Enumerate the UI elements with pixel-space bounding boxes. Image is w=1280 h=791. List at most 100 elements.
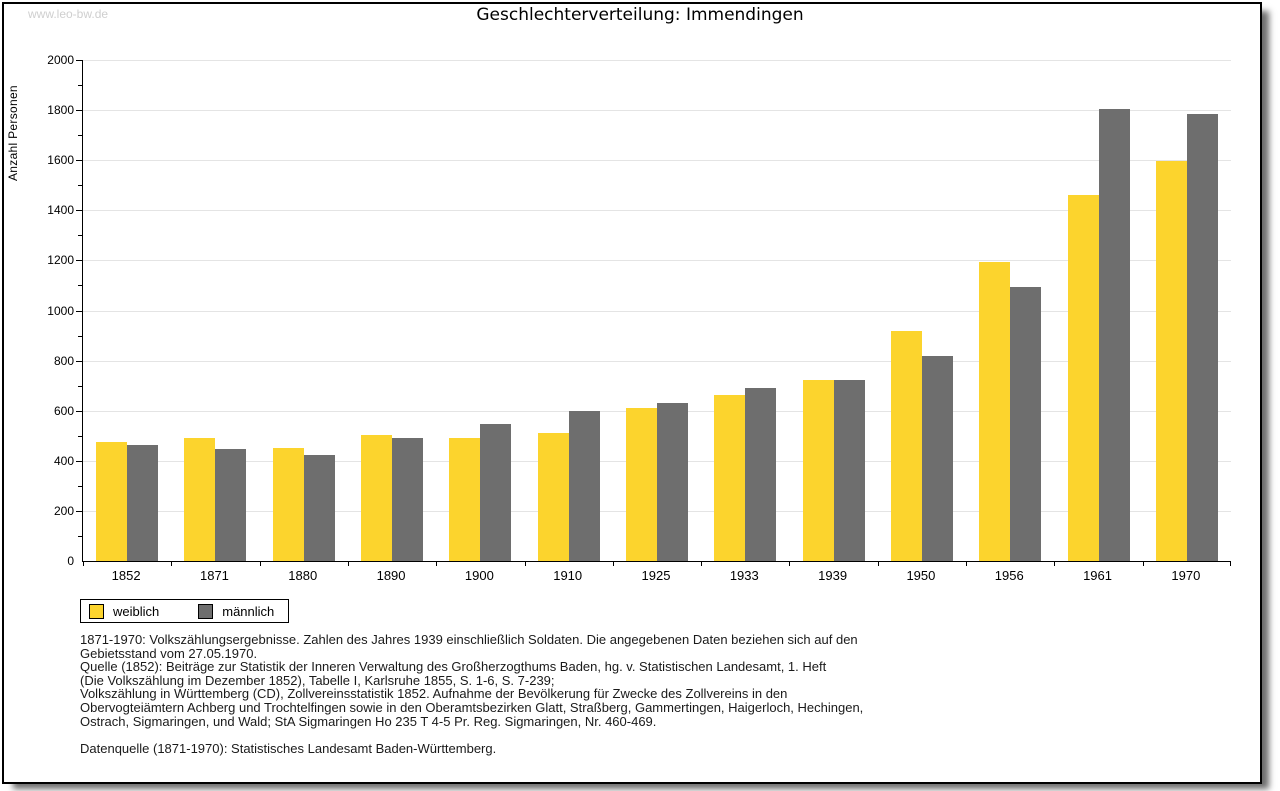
x-tick-label: 1890: [376, 568, 406, 583]
bar-weiblich-1939: [802, 379, 834, 561]
y-tick-major: [76, 110, 82, 112]
x-tick-label: 1880: [288, 568, 318, 583]
x-tick-label: 1933: [729, 568, 759, 583]
gridline: [83, 310, 1231, 312]
bar-weiblich-1956: [979, 261, 1011, 561]
x-tick: [347, 561, 349, 566]
x-tick-label: 1925: [641, 568, 671, 583]
y-tick-major: [76, 510, 82, 512]
footnotes: 1871-1970: Volkszählungsergebnisse. Zahl…: [80, 633, 863, 756]
x-tick: [1142, 561, 1144, 566]
footnote-line: 1871-1970: Volkszählungsergebnisse. Zahl…: [80, 632, 858, 647]
legend-swatch-weiblich: [89, 603, 104, 619]
bar-weiblich-1852: [96, 442, 128, 561]
x-tick: [436, 561, 438, 566]
y-tick-major: [76, 60, 82, 61]
y-tick-minor: [78, 485, 82, 487]
bar-weiblich-1950: [890, 330, 922, 561]
x-tick: [524, 561, 526, 566]
x-tick-label: 1956: [994, 568, 1024, 583]
footnote-line: Obervogteiämtern Achberg und Trochtelfin…: [80, 699, 864, 715]
x-tick: [701, 561, 703, 566]
x-tick: [966, 561, 968, 566]
bar-weiblich-1880: [272, 447, 304, 561]
bar-männlich-1900: [480, 424, 512, 561]
y-tick-label: 1600: [47, 153, 74, 168]
y-tick-major: [76, 410, 82, 412]
legend-swatch-maennlich: [198, 603, 214, 619]
bar-männlich-1880: [303, 455, 335, 561]
y-tick-minor: [78, 85, 82, 87]
y-tick-minor: [78, 335, 82, 337]
bar-männlich-1910: [568, 411, 600, 561]
y-tick-label: 0: [67, 554, 74, 568]
y-tick-label: 2000: [47, 53, 74, 67]
y-tick-major: [76, 360, 82, 362]
y-tick-minor: [78, 435, 82, 437]
y-tick-label: 800: [53, 353, 74, 368]
gridline: [83, 360, 1231, 362]
bar-weiblich-1871: [184, 438, 216, 561]
watermark-leo-bw: www.leo-bw.de: [28, 7, 109, 21]
y-tick-minor: [78, 535, 82, 537]
bar-weiblich-1933: [714, 394, 746, 561]
x-tick: [83, 561, 84, 566]
chart-title: Geschlechterverteilung: Immendingen: [476, 5, 804, 25]
x-tick-label: 1910: [553, 568, 583, 583]
y-tick-major: [76, 310, 82, 312]
legend-label-weiblich: weiblich: [113, 603, 160, 619]
y-tick-label: 200: [53, 503, 74, 518]
y-tick-major: [76, 260, 82, 262]
footnote-datasource: Datenquelle (1871-1970): Statistisches L…: [80, 741, 497, 757]
bar-männlich-1961: [1098, 108, 1130, 561]
y-tick-minor: [78, 185, 82, 187]
y-tick-label: 1200: [47, 253, 74, 268]
x-tick-label: 1970: [1171, 568, 1201, 583]
x-tick-label: 1939: [818, 568, 848, 583]
y-tick-label: 1800: [47, 103, 74, 118]
gridline: [83, 60, 1231, 61]
bar-weiblich-1925: [626, 407, 657, 561]
x-tick: [1054, 561, 1056, 566]
footnote-line: Quelle (1852): Beiträge zur Statistik de…: [80, 659, 827, 675]
gridline: [83, 260, 1231, 262]
gridline: [83, 110, 1231, 112]
y-tick-label: 1000: [47, 303, 74, 318]
footnote-line: Gebietsstand vom 27.05.1970.: [80, 645, 258, 661]
y-tick-minor: [78, 235, 82, 237]
x-tick: [789, 561, 791, 566]
legend: weiblich männlich: [80, 599, 290, 623]
y-tick-major: [76, 160, 82, 162]
y-tick-label: 400: [53, 453, 74, 468]
x-tick: [1230, 561, 1231, 566]
bar-weiblich-1890: [361, 434, 393, 561]
bar-männlich-1933: [745, 387, 777, 561]
y-tick-minor: [78, 285, 82, 287]
bar-weiblich-1961: [1067, 194, 1099, 561]
bar-männlich-1925: [657, 402, 688, 561]
x-tick: [612, 561, 614, 566]
bar-weiblich-1900: [449, 437, 481, 561]
x-tick: [171, 561, 173, 566]
bar-männlich-1939: [833, 379, 865, 561]
bar-männlich-1950: [921, 355, 953, 561]
y-tick-major: [76, 210, 82, 212]
x-tick-label: 1961: [1083, 568, 1112, 583]
x-tick-label: 1900: [464, 568, 494, 583]
gridline: [83, 210, 1231, 212]
y-tick-label: 600: [53, 403, 74, 418]
bar-weiblich-1910: [537, 432, 569, 561]
bar-männlich-1871: [215, 448, 247, 561]
x-tick-label: 1950: [906, 568, 936, 583]
y-tick-label: 1400: [47, 203, 74, 218]
y-tick-minor: [78, 135, 82, 137]
bar-männlich-1970: [1186, 114, 1218, 561]
footnote-line: Ostrach, Sigmaringen, und Wald; StA Sigm…: [80, 713, 657, 729]
y-tick-major: [76, 460, 82, 462]
bar-männlich-1890: [392, 438, 424, 561]
footnote-line: Volkszählung in Württemberg (CD), Zollve…: [80, 686, 788, 702]
gridline: [83, 160, 1231, 162]
x-tick-label: 1871: [199, 568, 229, 583]
y-tick-minor: [78, 385, 82, 387]
